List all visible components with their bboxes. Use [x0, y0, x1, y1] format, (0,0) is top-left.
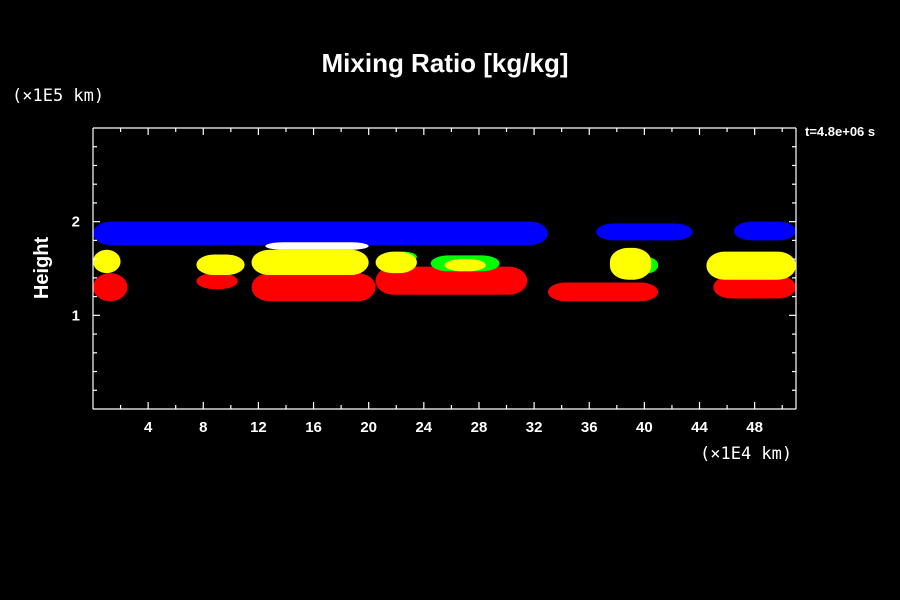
x-axis-ticks: 4 8 12 16 20 24 28 32 36 40 44 48	[119, 128, 783, 436]
region-red	[547, 282, 659, 302]
x-unit-label: (×1E4 km)	[700, 444, 792, 464]
x-tick-label: 32	[526, 419, 543, 436]
plot-frame	[92, 127, 797, 410]
region-blue	[733, 221, 796, 241]
region-red	[713, 275, 796, 299]
x-tick-label: 20	[360, 419, 377, 436]
region-red	[93, 273, 128, 302]
y-axis-label: Height	[31, 237, 53, 300]
x-tick-label: 8	[199, 419, 207, 436]
region-yellow	[196, 254, 245, 276]
region-yellow	[706, 251, 796, 280]
x-tick-label: 36	[581, 419, 598, 436]
region-yellow	[375, 251, 417, 274]
x-tick-label: 12	[250, 419, 267, 436]
x-tick-label: 16	[305, 419, 322, 436]
region-red	[375, 266, 528, 295]
plot-area	[93, 221, 796, 302]
y-axis-ticks: 12	[72, 146, 796, 391]
x-tick-label: 28	[471, 419, 488, 436]
region-blue	[596, 223, 693, 241]
y-tick-label: 2	[72, 214, 80, 231]
region-yellow	[444, 259, 486, 272]
region-red	[196, 273, 238, 290]
x-tick-label: 48	[746, 419, 763, 436]
region-blue	[93, 221, 548, 246]
mixing-ratio-regions	[93, 221, 796, 302]
time-label: t=4.8e+06 s	[805, 124, 875, 139]
region-yellow	[93, 249, 121, 274]
chart-title: Mixing Ratio [kg/kg]	[322, 48, 569, 78]
x-tick-label: 24	[415, 419, 432, 436]
y-unit-label: (×1E5 km)	[12, 86, 104, 106]
x-tick-label: 44	[691, 419, 708, 436]
region-yellow	[609, 247, 652, 280]
x-tick-label: 40	[636, 419, 653, 436]
x-tick-label: 4	[144, 419, 153, 436]
region-red	[251, 273, 376, 302]
region-white	[265, 242, 369, 250]
y-tick-label: 1	[72, 307, 80, 324]
region-yellow	[251, 249, 369, 276]
